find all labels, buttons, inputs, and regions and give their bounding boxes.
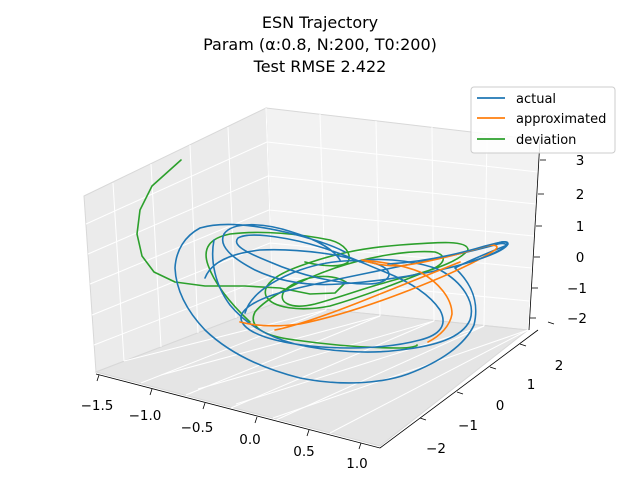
x-tick-labels: −1.5 −1.0 −0.5 0.0 0.5 1.0: [81, 398, 368, 472]
grid-lines: [85, 107, 541, 434]
y-tick-label: 0: [496, 398, 505, 414]
x-tick-label: 0.0: [239, 432, 260, 448]
x-tick-label: 1.0: [346, 456, 367, 472]
x-tick-label: −1.0: [129, 408, 162, 424]
series-actual-overlay: [387, 241, 509, 265]
actual-line-overlay: [387, 241, 509, 265]
z-tick-label: −1: [567, 281, 587, 297]
legend: actual approximated deviation: [470, 86, 616, 154]
axis-lines: [95, 139, 541, 449]
z-tick-label: 3: [576, 153, 585, 169]
y-tick-label: −1: [458, 418, 478, 434]
z-tick-label: 0: [576, 250, 585, 266]
chart-title-line-2: Param (α:0.8, N:200, T0:200): [203, 35, 437, 54]
chart-title-line-1: ESN Trajectory: [262, 13, 378, 32]
y-tick-label: 2: [555, 358, 564, 374]
z-tick-label: −2: [567, 311, 587, 327]
legend-entry-approximated: approximated: [477, 112, 606, 127]
legend-entry-deviation: deviation: [477, 133, 576, 148]
z-tick-label: 2: [576, 187, 585, 203]
legend-entry-actual: actual: [477, 92, 556, 107]
legend-label-actual: actual: [516, 92, 556, 107]
x-tick-label: −0.5: [181, 420, 214, 436]
z-tick-labels: −2 −1 0 1 2 3: [567, 153, 587, 327]
y-ticks: [419, 321, 555, 421]
legend-label-approximated: approximated: [516, 112, 606, 127]
x-tick-label: −1.5: [81, 398, 114, 414]
actual-line: [174, 223, 508, 384]
z-axis-line: [528, 139, 541, 331]
x-ticks: [96, 374, 362, 450]
x-tick-label: 0.5: [293, 444, 314, 460]
z-ticks: [530, 159, 546, 319]
series-actual: [174, 223, 508, 384]
legend-label-deviation: deviation: [516, 133, 576, 148]
x-axis-line: [95, 373, 381, 449]
legend-box: [470, 86, 616, 154]
y-axis-line: [379, 329, 539, 449]
z-tick-label: 1: [576, 219, 585, 235]
chart-title-line-3: Test RMSE 2.422: [253, 57, 387, 76]
y-tick-label: 1: [527, 377, 536, 393]
y-tick-label: −2: [426, 441, 446, 457]
y-tick-labels: −2 −1 0 1 2: [426, 358, 563, 457]
